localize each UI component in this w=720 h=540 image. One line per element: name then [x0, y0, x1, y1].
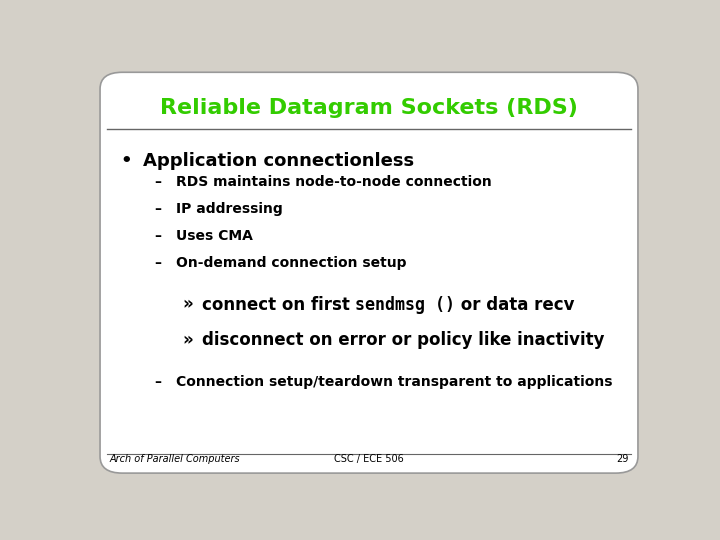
Text: RDS maintains node-to-node connection: RDS maintains node-to-node connection	[176, 175, 492, 189]
FancyBboxPatch shape	[100, 72, 638, 473]
Text: Application connectionless: Application connectionless	[143, 152, 414, 170]
Text: –: –	[154, 375, 161, 389]
Text: IP addressing: IP addressing	[176, 202, 283, 216]
Text: –: –	[154, 175, 161, 189]
Text: 29: 29	[616, 454, 629, 464]
Text: »: »	[182, 295, 193, 314]
Text: CSC / ECE 506: CSC / ECE 506	[334, 454, 404, 464]
Text: •: •	[121, 152, 132, 170]
Text: disconnect on error or policy like inactivity: disconnect on error or policy like inact…	[202, 331, 604, 349]
Text: Connection setup/teardown transparent to applications: Connection setup/teardown transparent to…	[176, 375, 613, 389]
Text: Arch of Parallel Computers: Arch of Parallel Computers	[109, 454, 240, 464]
Text: Uses CMA: Uses CMA	[176, 229, 253, 243]
Text: or data recv: or data recv	[455, 295, 575, 314]
Text: sendmsg (): sendmsg ()	[355, 295, 455, 314]
Text: –: –	[154, 229, 161, 243]
Text: –: –	[154, 202, 161, 216]
Text: On-demand connection setup: On-demand connection setup	[176, 256, 407, 270]
Text: Reliable Datagram Sockets (RDS): Reliable Datagram Sockets (RDS)	[160, 98, 578, 118]
Text: connect on first: connect on first	[202, 295, 355, 314]
Text: »: »	[182, 331, 193, 349]
Text: –: –	[154, 256, 161, 270]
